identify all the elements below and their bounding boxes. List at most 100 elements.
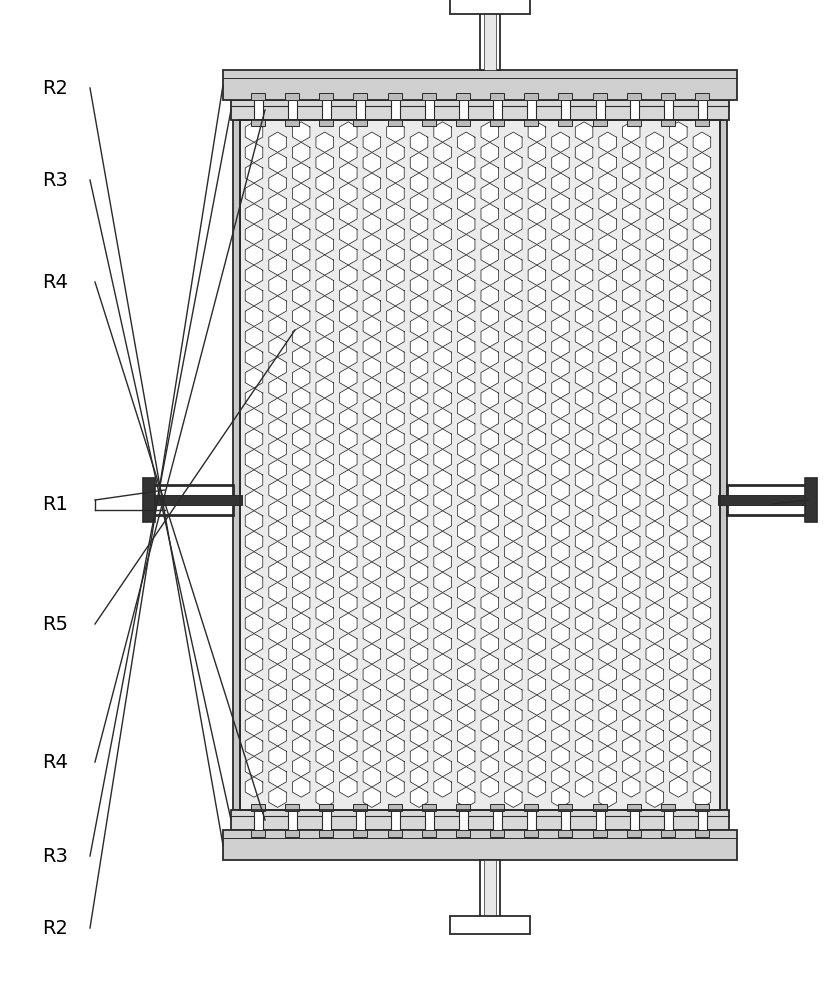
Polygon shape <box>339 388 357 408</box>
Polygon shape <box>693 562 711 582</box>
Polygon shape <box>669 736 687 756</box>
Polygon shape <box>433 552 451 572</box>
Bar <box>422 93 436 100</box>
Bar <box>425 808 433 830</box>
Polygon shape <box>410 582 428 603</box>
Polygon shape <box>622 695 640 715</box>
Polygon shape <box>433 224 451 244</box>
Polygon shape <box>669 368 687 388</box>
Polygon shape <box>622 470 640 490</box>
Polygon shape <box>433 245 451 265</box>
Bar <box>319 804 333 811</box>
Bar <box>231 810 729 830</box>
Polygon shape <box>363 542 381 562</box>
Polygon shape <box>622 634 640 654</box>
Polygon shape <box>481 531 498 552</box>
Polygon shape <box>339 122 357 142</box>
Polygon shape <box>481 675 498 695</box>
Polygon shape <box>505 132 522 152</box>
Polygon shape <box>669 142 687 163</box>
Polygon shape <box>646 234 664 255</box>
Polygon shape <box>339 716 357 736</box>
Polygon shape <box>245 695 263 715</box>
Polygon shape <box>363 787 381 807</box>
Polygon shape <box>316 153 333 173</box>
Polygon shape <box>505 685 522 705</box>
Polygon shape <box>316 194 333 214</box>
Polygon shape <box>386 408 404 429</box>
Polygon shape <box>693 480 711 500</box>
Polygon shape <box>575 224 593 244</box>
Polygon shape <box>458 296 475 316</box>
Polygon shape <box>528 654 546 674</box>
Polygon shape <box>316 460 333 480</box>
Polygon shape <box>245 327 263 347</box>
Polygon shape <box>552 767 570 787</box>
Polygon shape <box>575 122 593 142</box>
Polygon shape <box>481 736 498 756</box>
Polygon shape <box>505 275 522 296</box>
Polygon shape <box>646 603 664 623</box>
Polygon shape <box>316 787 333 807</box>
Polygon shape <box>410 234 428 255</box>
Polygon shape <box>292 675 310 695</box>
Polygon shape <box>505 501 522 521</box>
Polygon shape <box>552 398 570 418</box>
Polygon shape <box>669 449 687 470</box>
Polygon shape <box>316 378 333 398</box>
Text: R: R <box>783 494 797 514</box>
Polygon shape <box>599 234 617 255</box>
Polygon shape <box>410 357 428 378</box>
Polygon shape <box>458 562 475 582</box>
Polygon shape <box>316 337 333 357</box>
Polygon shape <box>528 449 546 470</box>
Polygon shape <box>646 582 664 603</box>
Bar <box>422 830 436 837</box>
Polygon shape <box>363 173 381 193</box>
Polygon shape <box>363 521 381 541</box>
Polygon shape <box>505 357 522 378</box>
Bar <box>240 120 720 810</box>
Polygon shape <box>693 623 711 644</box>
Polygon shape <box>528 572 546 592</box>
Polygon shape <box>599 316 617 337</box>
Polygon shape <box>339 654 357 674</box>
Polygon shape <box>339 408 357 429</box>
Polygon shape <box>505 337 522 357</box>
Polygon shape <box>433 327 451 347</box>
Polygon shape <box>646 685 664 705</box>
Bar <box>285 830 299 837</box>
Polygon shape <box>339 142 357 163</box>
Polygon shape <box>552 521 570 541</box>
Polygon shape <box>269 521 286 541</box>
Polygon shape <box>458 337 475 357</box>
Bar <box>484 860 496 920</box>
Polygon shape <box>458 767 475 787</box>
Polygon shape <box>552 378 570 398</box>
Polygon shape <box>552 787 570 807</box>
Polygon shape <box>528 306 546 326</box>
Polygon shape <box>363 685 381 705</box>
Polygon shape <box>646 542 664 562</box>
Polygon shape <box>505 767 522 787</box>
Polygon shape <box>269 234 286 255</box>
Polygon shape <box>622 245 640 265</box>
Polygon shape <box>505 664 522 685</box>
Polygon shape <box>693 275 711 296</box>
Polygon shape <box>292 224 310 244</box>
Polygon shape <box>575 593 593 613</box>
Polygon shape <box>599 337 617 357</box>
Polygon shape <box>386 756 404 777</box>
Polygon shape <box>269 767 286 787</box>
Polygon shape <box>552 439 570 459</box>
Polygon shape <box>410 746 428 766</box>
Polygon shape <box>410 542 428 562</box>
Polygon shape <box>386 286 404 306</box>
Polygon shape <box>481 429 498 449</box>
Polygon shape <box>599 787 617 807</box>
Polygon shape <box>386 306 404 326</box>
Polygon shape <box>363 501 381 521</box>
Bar <box>456 119 470 126</box>
Polygon shape <box>410 787 428 807</box>
Polygon shape <box>693 542 711 562</box>
